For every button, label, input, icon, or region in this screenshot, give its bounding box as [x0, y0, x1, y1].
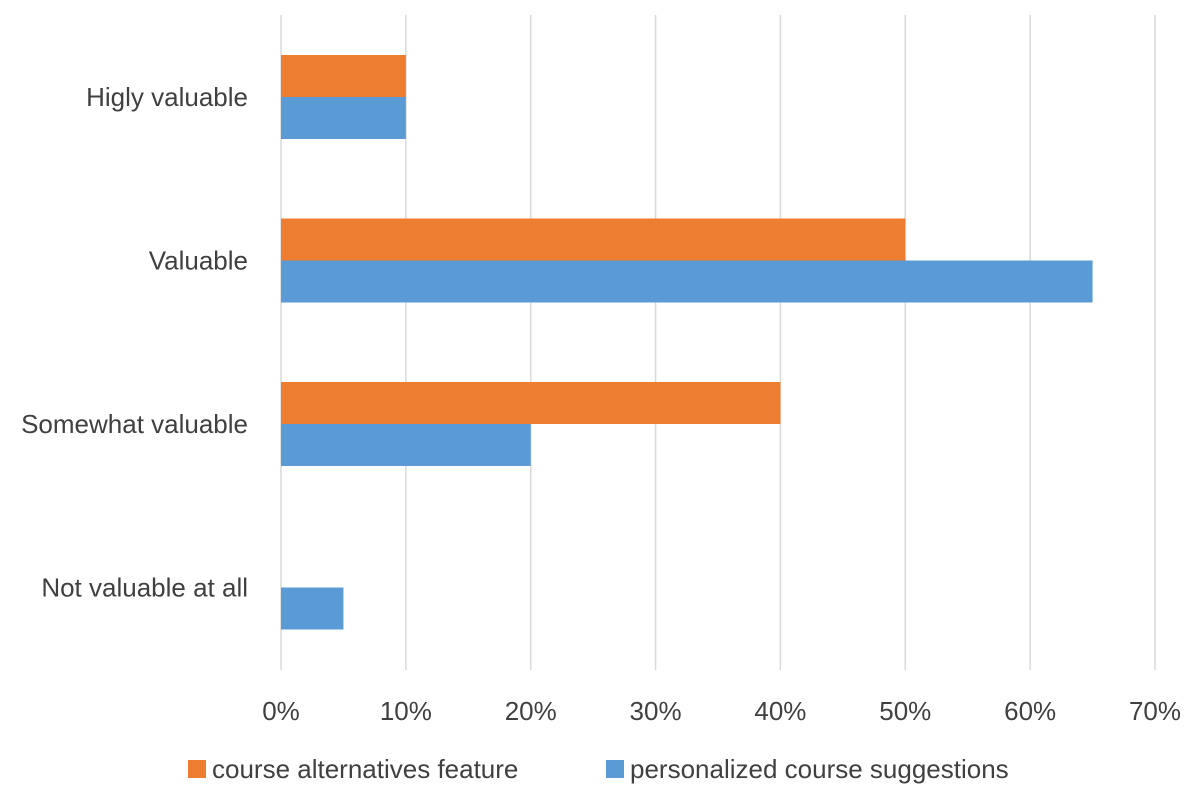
bar-personalized-suggestions [281, 260, 1093, 303]
bar-course-alternatives [281, 218, 906, 261]
x-tick-label: 10% [380, 696, 432, 726]
legend: course alternatives feature personalized … [188, 754, 1009, 784]
x-tick-label: 50% [879, 696, 931, 726]
x-tick-label: 40% [754, 696, 806, 726]
legend-swatch [188, 760, 206, 778]
category-label: Not valuable at all [41, 573, 248, 603]
bar-personalized-suggestions [281, 97, 406, 139]
x-tick-label: 0% [262, 696, 300, 726]
x-tick-label: 30% [630, 696, 682, 726]
category-labels: Higly valuable Valuable Somewhat valuable N… [21, 82, 248, 603]
gridlines [280, 15, 1156, 670]
x-axis-tick-labels: 0% 10% 20% 30% 40% 50% 60% 70% [262, 696, 1181, 726]
bar-personalized-suggestions [281, 424, 531, 466]
bar-personalized-suggestions [281, 587, 344, 630]
legend-swatch [606, 760, 624, 778]
category-label: Valuable [149, 246, 248, 276]
bar-course-alternatives [281, 55, 406, 97]
x-tick-label: 20% [505, 696, 557, 726]
category-label: Higly valuable [86, 82, 248, 112]
legend-label: course alternatives feature [212, 754, 518, 784]
x-tick-label: 60% [1004, 696, 1056, 726]
x-tick-label: 70% [1129, 696, 1181, 726]
legend-label: personalized course suggestions [630, 754, 1009, 784]
bar-course-alternatives [281, 382, 781, 424]
category-label: Somewhat valuable [21, 409, 248, 439]
bars [281, 55, 1093, 630]
